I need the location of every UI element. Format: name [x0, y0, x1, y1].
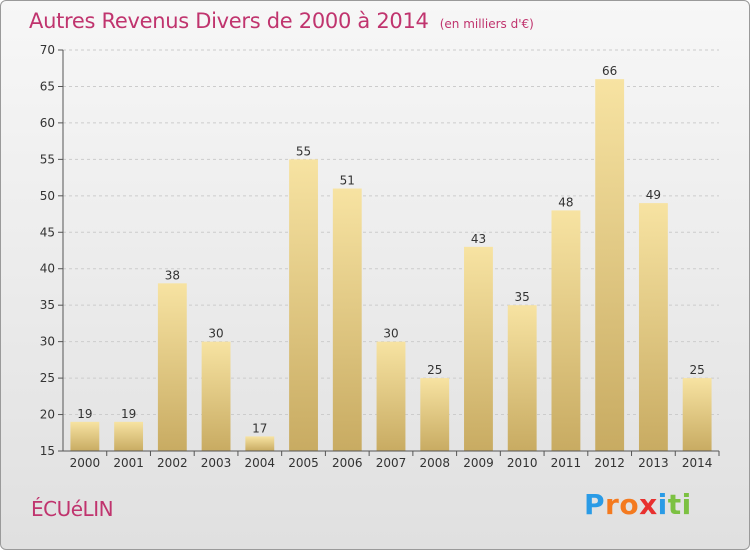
value-label-2002: 38	[165, 268, 180, 282]
x-tick-label-2002: 2002	[157, 456, 188, 470]
x-tick-label-2014: 2014	[682, 456, 713, 470]
value-label-2009: 43	[471, 232, 486, 246]
y-tick-label: 15	[40, 444, 55, 458]
logo-letter: x	[639, 488, 658, 521]
x-tick-label-2012: 2012	[594, 456, 625, 470]
y-tick-label: 25	[40, 371, 55, 385]
logo-letter: i	[657, 488, 668, 521]
logo-letter: o	[619, 488, 640, 521]
bar-2003	[201, 341, 231, 451]
bar-2014	[682, 378, 712, 451]
commune-name: ÉCUéLIN	[31, 497, 114, 521]
y-tick-label: 40	[40, 262, 55, 276]
y-tick-label: 30	[40, 335, 55, 349]
bar-2001	[114, 421, 144, 451]
y-tick-label: 35	[40, 298, 55, 312]
logo-letter: t	[667, 488, 682, 521]
chart-title: Autres Revenus Divers de 2000 à 2014	[29, 9, 429, 33]
x-tick-label-2000: 2000	[70, 456, 101, 470]
bar-2011	[551, 210, 581, 451]
bar-2007	[376, 341, 406, 451]
proxiti-logo: Proxiti	[584, 488, 692, 521]
x-tick-label-2007: 2007	[376, 456, 407, 470]
bar-2002	[157, 283, 187, 451]
bar-2008	[420, 378, 450, 451]
x-tick-label-2006: 2006	[332, 456, 363, 470]
y-tick-label: 45	[40, 225, 55, 239]
value-label-2003: 30	[208, 327, 223, 341]
x-tick-label-2008: 2008	[419, 456, 450, 470]
chart-subtitle: (en milliers d'€)	[439, 17, 534, 31]
y-tick-label: 70	[40, 43, 55, 57]
bar-2004	[245, 436, 275, 451]
logo-letter: r	[605, 488, 620, 521]
x-tick-label-2005: 2005	[288, 456, 319, 470]
value-label-2011: 48	[558, 195, 573, 209]
value-label-2010: 35	[515, 290, 530, 304]
x-tick-label-2004: 2004	[245, 456, 276, 470]
bar-2000	[70, 421, 100, 451]
y-tick-label: 65	[40, 79, 55, 93]
bar-2013	[638, 203, 668, 451]
value-label-2005: 55	[296, 144, 311, 158]
value-label-2012: 66	[602, 64, 617, 78]
y-tick-label: 50	[40, 189, 55, 203]
bar-2006	[332, 188, 362, 451]
x-tick-label-2010: 2010	[507, 456, 538, 470]
bar-2010	[507, 305, 537, 451]
value-label-2004: 17	[252, 421, 267, 435]
bar-2009	[464, 246, 493, 451]
value-label-2007: 30	[383, 327, 398, 341]
value-label-2013: 49	[646, 188, 661, 202]
x-tick-label-2001: 2001	[113, 456, 144, 470]
y-tick-label: 55	[40, 152, 55, 166]
bar-2012	[595, 79, 625, 451]
value-label-2000: 19	[77, 407, 92, 421]
value-label-2006: 51	[340, 174, 355, 188]
value-label-2014: 25	[689, 363, 704, 377]
x-tick-label-2003: 2003	[201, 456, 232, 470]
value-label-2001: 19	[121, 407, 136, 421]
logo-letter: i	[681, 488, 692, 521]
bar-layer: 19 19 38 30 17 55 51 30 25 43 35 48 66 49 25	[70, 64, 712, 451]
chart-title-block: Autres Revenus Divers de 2000 à 2014 (en…	[29, 9, 534, 33]
x-tick-label-2009: 2009	[463, 456, 494, 470]
logo-letter: P	[584, 488, 606, 521]
bar-2005	[289, 159, 318, 451]
y-tick-label: 20	[40, 408, 55, 422]
x-tick-label-2013: 2013	[638, 456, 669, 470]
value-label-2008: 25	[427, 363, 442, 377]
axis-layer: 15 20 25 30 35 40 45 50 55 60 65 70 2000 2001 2002 2003…	[40, 43, 720, 470]
x-tick-label-2011: 2011	[551, 456, 582, 470]
y-tick-label: 60	[40, 116, 55, 130]
